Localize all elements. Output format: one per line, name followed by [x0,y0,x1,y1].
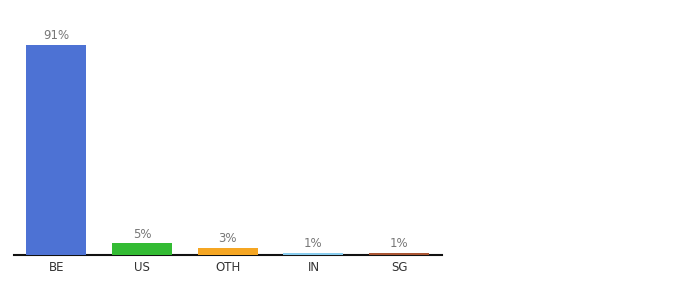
Bar [112,243,172,255]
Bar [198,248,258,255]
Text: 1%: 1% [304,237,323,250]
Text: 5%: 5% [133,228,152,241]
Bar [27,45,86,255]
Text: 91%: 91% [44,29,69,42]
Text: 3%: 3% [218,232,237,245]
Bar [369,253,429,255]
Text: 1%: 1% [390,237,409,250]
Bar [284,253,343,255]
